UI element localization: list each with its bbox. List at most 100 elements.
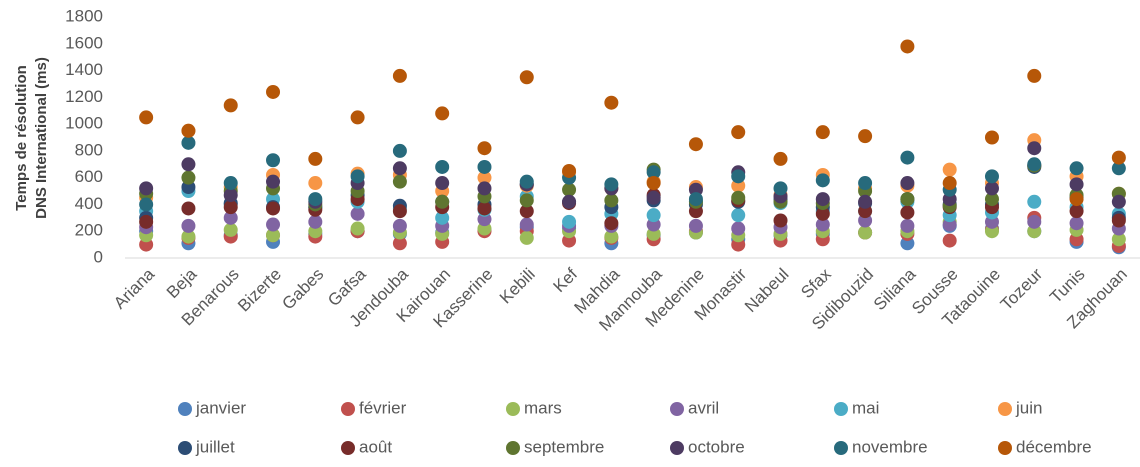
dot [688, 137, 703, 152]
dot [984, 192, 999, 207]
dot [731, 190, 746, 205]
dot [181, 157, 196, 172]
dot [1069, 177, 1084, 192]
dot [223, 200, 238, 215]
dot [350, 169, 365, 184]
dot [181, 123, 196, 138]
dot [223, 176, 238, 191]
dot [1111, 150, 1126, 165]
dot [773, 151, 788, 166]
dot [181, 170, 196, 185]
y-tick-label: 600 [75, 167, 103, 186]
dot [942, 162, 957, 177]
dot [815, 125, 830, 140]
dot [604, 95, 619, 110]
y-tick-label: 0 [94, 247, 103, 266]
dot [139, 110, 154, 125]
dot [435, 159, 450, 174]
legend-label: mai [852, 398, 879, 417]
dot [477, 170, 492, 185]
legend-marker [834, 441, 848, 455]
dot [646, 165, 661, 180]
dot [1027, 157, 1042, 172]
dot [392, 161, 407, 176]
dot [1069, 192, 1084, 207]
dot [1111, 194, 1126, 209]
y-axis-title: Temps de résolution [13, 65, 30, 211]
dot [731, 169, 746, 184]
dot [266, 84, 281, 99]
dot [900, 39, 915, 54]
x-tick-label: Beja [163, 264, 201, 302]
dot [139, 197, 154, 212]
dot [350, 206, 365, 221]
dot [1027, 214, 1042, 229]
legend-label: juin [1015, 398, 1042, 417]
dot [435, 106, 450, 121]
dot [223, 210, 238, 225]
dot [308, 192, 323, 207]
dot [942, 233, 957, 248]
legend-marker [341, 402, 355, 416]
dot [900, 205, 915, 220]
dot [773, 213, 788, 228]
dot [519, 217, 534, 232]
dot [266, 153, 281, 168]
dot [392, 218, 407, 233]
x-tick-label: Gabes [278, 265, 327, 314]
dot [477, 141, 492, 156]
y-axis-title: DNS International (ms) [33, 57, 50, 219]
dot [815, 173, 830, 188]
dot [139, 214, 154, 229]
dot [139, 181, 154, 196]
dot [181, 229, 196, 244]
dot [688, 192, 703, 207]
dot [308, 176, 323, 191]
x-tick-label: Bizerte [234, 265, 285, 316]
x-tick-label: Kef [550, 264, 582, 296]
dot [646, 190, 661, 205]
dot [181, 135, 196, 150]
dot [562, 163, 577, 178]
dot [266, 217, 281, 232]
y-tick-label: 1400 [65, 60, 103, 79]
dot [1027, 68, 1042, 83]
y-tick-label: 800 [75, 140, 103, 159]
dot [1027, 194, 1042, 209]
dot [435, 194, 450, 209]
dot [519, 70, 534, 85]
legend-label: février [359, 398, 407, 417]
dot [900, 176, 915, 191]
x-tick-label: Nabeul [741, 265, 793, 317]
dot [266, 201, 281, 216]
y-tick-label: 200 [75, 221, 103, 240]
legend-marker [178, 441, 192, 455]
dot [984, 181, 999, 196]
dot [308, 214, 323, 229]
dot [731, 125, 746, 140]
dot [900, 150, 915, 165]
dot [266, 174, 281, 189]
dot [392, 68, 407, 83]
dot [604, 216, 619, 231]
dot [604, 177, 619, 192]
dot [350, 110, 365, 125]
x-tick-label: Ariana [110, 264, 159, 313]
dot [1069, 161, 1084, 176]
legend-label: octobre [688, 437, 745, 456]
x-tick-label: Sfax [797, 264, 835, 302]
legend-marker [178, 402, 192, 416]
dot [308, 151, 323, 166]
legend-marker [834, 402, 848, 416]
dot [604, 229, 619, 244]
y-tick-label: 1200 [65, 87, 103, 106]
dot [350, 221, 365, 236]
legend-label: avril [688, 398, 719, 417]
legend-label: juillet [195, 437, 235, 456]
dot [519, 230, 534, 245]
legend-marker [670, 441, 684, 455]
dot [984, 169, 999, 184]
x-tick-label: Kebili [496, 265, 539, 308]
x-tick-label: Tozeur [997, 264, 1047, 314]
